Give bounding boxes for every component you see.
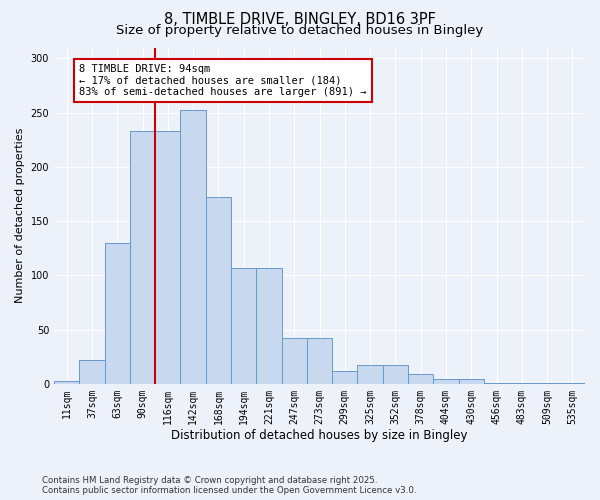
Bar xyxy=(509,382,535,384)
Bar xyxy=(458,380,484,384)
Bar xyxy=(281,338,307,384)
Bar xyxy=(358,366,383,384)
Bar xyxy=(307,338,332,384)
Text: Contains HM Land Registry data © Crown copyright and database right 2025.
Contai: Contains HM Land Registry data © Crown c… xyxy=(42,476,416,495)
Bar xyxy=(332,371,358,384)
Bar xyxy=(181,110,206,384)
Bar xyxy=(231,268,256,384)
Text: Size of property relative to detached houses in Bingley: Size of property relative to detached ho… xyxy=(116,24,484,37)
Bar xyxy=(256,268,281,384)
Bar xyxy=(535,382,560,384)
Bar xyxy=(433,380,458,384)
Bar xyxy=(104,243,130,384)
Bar xyxy=(383,366,408,384)
X-axis label: Distribution of detached houses by size in Bingley: Distribution of detached houses by size … xyxy=(171,430,468,442)
Y-axis label: Number of detached properties: Number of detached properties xyxy=(15,128,25,304)
Bar xyxy=(155,131,181,384)
Text: 8, TIMBLE DRIVE, BINGLEY, BD16 3PF: 8, TIMBLE DRIVE, BINGLEY, BD16 3PF xyxy=(164,12,436,28)
Text: 8 TIMBLE DRIVE: 94sqm
← 17% of detached houses are smaller (184)
83% of semi-det: 8 TIMBLE DRIVE: 94sqm ← 17% of detached … xyxy=(79,64,367,97)
Bar xyxy=(54,380,79,384)
Bar xyxy=(206,197,231,384)
Bar xyxy=(484,382,509,384)
Bar xyxy=(79,360,104,384)
Bar xyxy=(560,382,585,384)
Bar xyxy=(130,131,155,384)
Bar xyxy=(408,374,433,384)
